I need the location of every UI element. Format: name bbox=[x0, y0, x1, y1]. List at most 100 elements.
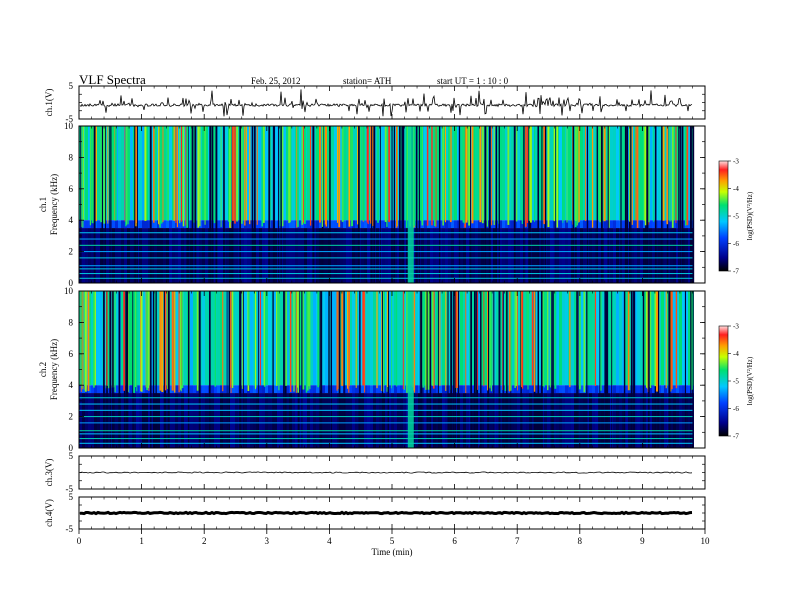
sferic-streak bbox=[220, 126, 222, 228]
spectro-cell bbox=[133, 393, 136, 448]
spectro-cell bbox=[181, 385, 184, 394]
y-tick-label: 4 bbox=[69, 215, 74, 225]
sferic-streak bbox=[544, 126, 547, 283]
sferic-streak bbox=[104, 126, 106, 283]
sferic-streak bbox=[278, 126, 280, 283]
sferic-streak bbox=[155, 291, 157, 448]
spectro-cell bbox=[391, 385, 394, 394]
spectro-cell bbox=[112, 228, 115, 283]
sferic-streak bbox=[521, 126, 523, 224]
sferic-streak bbox=[505, 291, 508, 448]
sferic-streak bbox=[146, 291, 149, 391]
spectro-cell bbox=[439, 228, 442, 283]
spectro-cell bbox=[445, 385, 448, 394]
spectro-cell bbox=[481, 393, 484, 448]
sferic-streak bbox=[604, 291, 606, 448]
spectro-cell bbox=[226, 126, 229, 221]
spectro-cell bbox=[373, 291, 376, 386]
spectro-cell bbox=[616, 228, 619, 283]
spectro-cell bbox=[535, 220, 538, 229]
spectro-cell bbox=[685, 228, 688, 283]
sferic-streak bbox=[515, 126, 518, 222]
spectro-cell bbox=[223, 393, 226, 448]
spectro-cell bbox=[544, 393, 547, 448]
sferic-streak bbox=[529, 126, 532, 223]
spectro-cell bbox=[274, 126, 277, 221]
sferic-streak bbox=[245, 126, 247, 221]
spectro-cell bbox=[610, 126, 613, 221]
sferic-streak bbox=[528, 126, 530, 221]
spectro-cell bbox=[595, 393, 598, 448]
spectro-cell bbox=[286, 220, 289, 229]
spectro-cell bbox=[202, 228, 205, 283]
spectro-cell bbox=[247, 228, 250, 283]
spectro-cell bbox=[406, 393, 409, 448]
sferic-streak bbox=[125, 126, 127, 227]
sferic-streak bbox=[319, 291, 322, 448]
spectro-cell bbox=[472, 385, 475, 394]
sferic-streak bbox=[480, 291, 482, 448]
sferic-streak bbox=[124, 126, 126, 222]
sferic-streak bbox=[572, 126, 575, 283]
spectro-cell bbox=[547, 291, 550, 386]
sferic-streak bbox=[591, 126, 594, 228]
spectro-cell bbox=[310, 393, 313, 448]
narrowband-line bbox=[79, 438, 693, 440]
spectro-cell bbox=[310, 126, 313, 221]
spectro-cell bbox=[85, 228, 88, 283]
spectro-cell bbox=[304, 220, 307, 229]
spectro-cell bbox=[106, 228, 109, 283]
spectro-cell bbox=[235, 385, 238, 394]
spectro-cell bbox=[142, 126, 145, 221]
sferic-streak bbox=[257, 291, 259, 448]
spectro-cell bbox=[508, 220, 511, 229]
spectro-cell bbox=[298, 228, 301, 283]
spectro-cell bbox=[502, 220, 505, 229]
sferic-streak bbox=[301, 126, 303, 225]
spectro-cell bbox=[538, 291, 541, 386]
sferic-streak bbox=[525, 126, 527, 227]
spectro-cell bbox=[244, 385, 247, 394]
spectro-cell bbox=[370, 393, 373, 448]
spectro-cell bbox=[154, 393, 157, 448]
spectro-cell bbox=[364, 385, 367, 394]
sferic-streak bbox=[234, 126, 236, 224]
spectro-cell bbox=[199, 220, 202, 229]
spectro-cell bbox=[367, 393, 370, 448]
sferic-streak bbox=[426, 126, 429, 226]
sferic-streak bbox=[341, 126, 344, 222]
spectro-cell bbox=[658, 291, 661, 386]
spectro-cell bbox=[229, 385, 232, 394]
spectro-cell bbox=[649, 228, 652, 283]
spectro-cell bbox=[271, 228, 274, 283]
sferic-streak bbox=[371, 126, 373, 283]
spectro-cell bbox=[226, 228, 229, 283]
spectro-cell bbox=[640, 228, 643, 283]
spectro-cell bbox=[460, 385, 463, 394]
spectro-cell bbox=[544, 291, 547, 386]
spectro-cell bbox=[262, 291, 265, 386]
sferic-streak bbox=[630, 291, 633, 448]
spectro-cell bbox=[388, 228, 391, 283]
colorbar-tick-label: -5 bbox=[733, 213, 739, 221]
sferic-streak bbox=[465, 291, 467, 394]
sferic-streak bbox=[199, 126, 201, 227]
spectro-cell bbox=[403, 220, 406, 229]
spectro-cell bbox=[535, 126, 538, 221]
sferic-streak bbox=[603, 126, 606, 222]
spectro-cell bbox=[316, 385, 319, 394]
x-tick-label: 0 bbox=[77, 536, 82, 546]
sferic-streak bbox=[482, 126, 484, 222]
sferic-streak bbox=[513, 126, 516, 283]
sferic-streak bbox=[263, 126, 265, 222]
y-axis-label: Frequency (kHz) bbox=[49, 339, 59, 400]
spectro-cell bbox=[442, 228, 445, 283]
sferic-streak bbox=[283, 291, 285, 448]
colorbar-tick-label: -7 bbox=[733, 433, 739, 441]
spectro-cell bbox=[565, 220, 568, 229]
spectro-cell bbox=[97, 393, 100, 448]
spectro-cell bbox=[451, 385, 454, 394]
spectro-cell bbox=[319, 228, 322, 283]
spectrogram-image bbox=[79, 291, 694, 448]
sferic-streak bbox=[132, 291, 134, 448]
